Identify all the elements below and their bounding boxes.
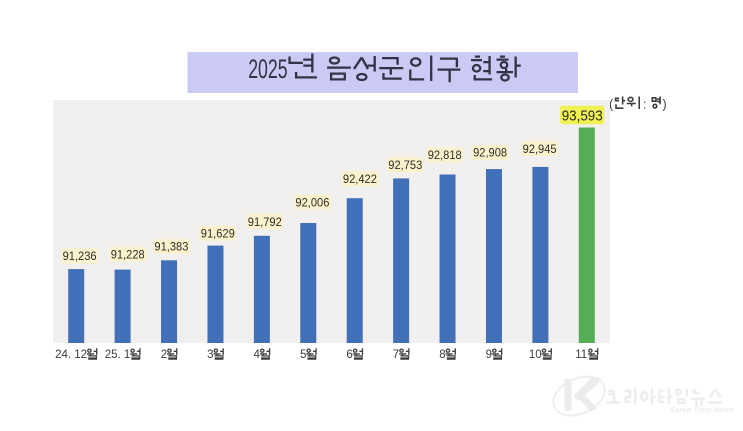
- svg-text:92,945: 92,945: [523, 142, 557, 156]
- svg-text:6: 6: [346, 349, 352, 361]
- svg-text:3: 3: [207, 349, 213, 361]
- svg-text:5: 5: [300, 349, 306, 361]
- svg-text:92,908: 92,908: [473, 146, 507, 160]
- svg-text:91,629: 91,629: [201, 226, 235, 240]
- svg-text::: :: [643, 98, 646, 112]
- svg-text:91,383: 91,383: [154, 240, 188, 254]
- svg-text:): ): [663, 98, 667, 112]
- svg-text:92,753: 92,753: [388, 158, 422, 172]
- svg-text:25. 1: 25. 1: [105, 349, 131, 361]
- svg-text:2025: 2025: [248, 54, 287, 84]
- svg-text:91,228: 91,228: [111, 247, 145, 261]
- svg-text:8: 8: [439, 349, 445, 361]
- svg-text:91,792: 91,792: [248, 215, 282, 229]
- svg-text:9: 9: [486, 349, 492, 361]
- svg-text:11: 11: [575, 349, 587, 361]
- svg-text:92,818: 92,818: [428, 148, 462, 162]
- svg-text:10: 10: [529, 349, 542, 361]
- svg-text:91,236: 91,236: [63, 249, 97, 263]
- svg-text:7: 7: [393, 349, 399, 361]
- svg-text:93,593: 93,593: [562, 107, 603, 124]
- svg-text:92,422: 92,422: [343, 172, 377, 186]
- svg-text:4: 4: [254, 349, 261, 361]
- svg-text:92,006: 92,006: [295, 195, 329, 209]
- svg-text:24. 12: 24. 12: [55, 349, 87, 361]
- svg-text:Korea Time News: Korea Time News: [669, 406, 735, 415]
- svg-text:(: (: [609, 98, 614, 112]
- svg-text:2: 2: [161, 349, 167, 361]
